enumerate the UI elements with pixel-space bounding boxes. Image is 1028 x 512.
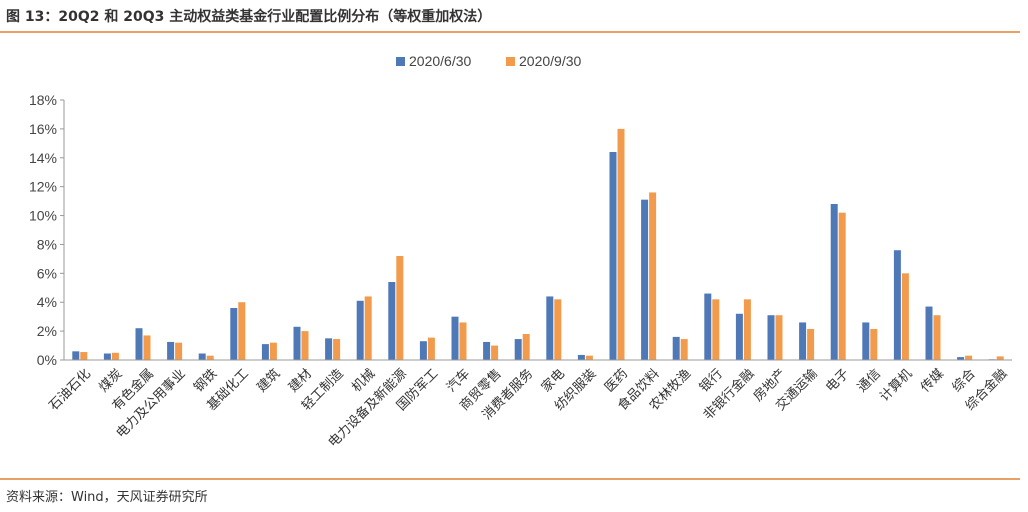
bar-s1-27 [893,250,901,360]
bar-s2-24 [807,328,815,360]
legend-swatch-2 [506,57,515,66]
bar-s1-3 [135,328,143,360]
x-tick-label: 计算机 [877,366,915,404]
x-tick-label: 传媒 [918,366,947,395]
bar-s1-20 [672,336,680,360]
bar-s2-8 [301,331,309,360]
bar-s2-25 [838,212,846,360]
bar-s1-18 [609,152,617,360]
bar-s1-22 [735,313,743,360]
bar-s2-26 [870,328,878,360]
bar-s2-27 [901,273,909,360]
legend-label-2: 2020/9/30 [519,53,581,69]
bars [72,128,1004,360]
bar-s2-6 [238,302,246,360]
x-tick-label: 电子 [823,366,852,395]
bar-s2-18 [617,128,625,360]
bar-s1-29 [957,357,965,360]
x-tick-label: 石油石化 [46,366,93,413]
bar-s2-30 [996,356,1004,360]
bar-s2-16 [554,299,562,360]
y-tick-label: 8% [37,236,57,252]
legend: 2020/6/30 2020/9/30 [396,53,581,69]
bar-s1-1 [72,351,80,360]
bar-s2-19 [649,192,657,360]
bar-s1-21 [704,293,712,360]
y-tick-label: 10% [29,208,57,224]
bar-s1-14 [483,341,491,360]
bar-s2-1 [80,352,88,360]
y-axis: 0% 2% 4% 6% 8% 10% 12% 14% 16% 18% [29,92,65,368]
bar-s1-6 [230,308,238,360]
bar-s2-14 [491,345,499,360]
bar-s1-28 [925,306,933,360]
legend-label-1: 2020/6/30 [409,53,471,69]
bar-s1-16 [546,296,554,360]
bar-s2-3 [143,335,151,360]
bar-s1-15 [514,339,522,360]
bar-s1-9 [325,338,333,360]
bar-s1-11 [388,282,396,360]
bar-s2-10 [364,296,372,360]
bar-s2-22 [743,299,751,360]
bar-s1-25 [830,204,838,360]
bar-s2-28 [933,315,941,360]
bar-s1-10 [356,300,364,360]
y-tick-label: 14% [29,150,57,166]
bar-s2-17 [585,355,593,360]
y-tick-label: 18% [29,92,57,108]
bar-s1-8 [293,326,301,360]
bar-s2-5 [206,355,214,360]
bar-s2-20 [680,339,688,360]
bar-s2-21 [712,299,720,360]
bar-s1-5 [198,353,206,360]
bar-s1-24 [799,322,807,360]
bar-s1-7 [261,344,269,360]
bar-s2-13 [459,322,467,360]
bar-s2-29 [965,355,973,360]
bar-s1-12 [419,341,427,360]
bar-chart: 2020/6/30 2020/9/30 0% 2% 4% 6% 8% 10% 12% 14% 16… [29,53,1012,451]
x-tick-label: 建筑 [254,366,284,396]
bar-s1-19 [641,199,649,360]
bar-s1-4 [167,341,175,360]
bar-s2-12 [427,337,435,360]
bar-s2-9 [333,339,341,360]
bottom-rule [0,478,1020,480]
y-tick-label: 0% [37,352,57,368]
bar-s1-23 [767,315,775,360]
bar-s1-26 [862,322,870,360]
top-rule [0,31,1020,33]
bar-s2-4 [175,342,183,360]
y-tick-label: 6% [37,265,57,281]
bar-s1-2 [103,353,111,360]
legend-swatch-1 [396,57,405,66]
y-tick-label: 2% [37,323,57,339]
y-tick-label: 4% [37,294,57,310]
bar-s1-13 [451,316,459,360]
bar-s2-7 [269,342,277,360]
y-tick-label: 16% [29,121,57,137]
bar-s1-17 [577,354,585,360]
source-note: 资料来源：Wind，天风证券研究所 [6,490,208,505]
y-tick-label: 12% [29,179,57,195]
bar-s2-2 [111,352,119,360]
bar-s2-11 [396,256,404,360]
figure-title: 图 13：20Q2 和 20Q3 主动权益类基金行业配置比例分布（等权重加权法） [6,9,492,25]
bar-s2-15 [522,334,530,360]
bar-s2-23 [775,315,783,360]
